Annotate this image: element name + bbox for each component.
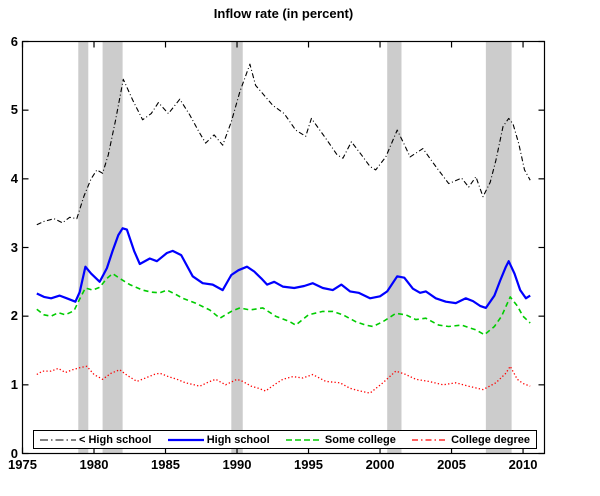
legend-label: College degree <box>451 433 530 446</box>
y-tick-label: 1 <box>10 376 18 392</box>
y-tick-label: 6 <box>10 33 18 49</box>
legend-label: High school <box>206 433 270 446</box>
x-tick-label: 2010 <box>508 457 538 472</box>
axes-box <box>21 40 546 455</box>
series-line <box>36 272 531 336</box>
y-tick-label: 2 <box>10 308 18 324</box>
recession-band <box>485 41 512 454</box>
x-tick-label: 2005 <box>437 457 466 472</box>
legend-line-sample <box>40 438 76 441</box>
x-tick-label: 1980 <box>79 457 109 472</box>
series-line <box>36 63 531 226</box>
legend-label: < High school <box>79 433 152 446</box>
legend-line-sample <box>285 438 322 441</box>
legend-entry: < High school <box>40 434 151 446</box>
y-tick-label: 5 <box>10 102 18 118</box>
series-line <box>36 365 531 394</box>
y-tick-label: 3 <box>10 239 18 255</box>
recession-band <box>231 41 243 454</box>
recession-band <box>387 41 402 454</box>
legend-line-sample <box>412 438 449 441</box>
legend-line-sample <box>167 438 204 441</box>
x-tick-label: 1995 <box>294 457 323 472</box>
recession-band <box>102 41 123 454</box>
legend-label: Some college <box>324 433 396 446</box>
chart-title: Inflow rate (in percent) <box>213 6 354 21</box>
recession-band <box>78 41 89 454</box>
series-line <box>36 227 531 309</box>
legend-entry: College degree <box>412 434 530 446</box>
y-tick-label: 0 <box>10 445 18 461</box>
legend-entry: High school <box>167 433 270 446</box>
x-tick-label: 2000 <box>365 457 395 472</box>
x-tick-label: 1985 <box>151 457 180 472</box>
legend: < High school High school Some college Coll… <box>33 430 537 449</box>
y-tick-label: 4 <box>10 170 18 186</box>
x-tick-label: 1990 <box>222 457 252 472</box>
x-tick-label: 1975 <box>8 457 37 472</box>
legend-entry: Some college <box>285 433 396 446</box>
